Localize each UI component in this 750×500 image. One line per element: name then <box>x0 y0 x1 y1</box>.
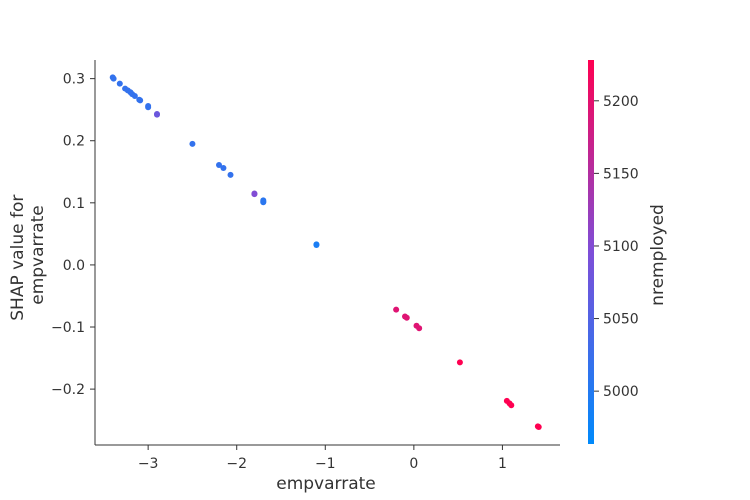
data-point <box>535 423 542 430</box>
x-tick-label: 0 <box>409 456 418 472</box>
colorbar: 5000 5050 5100 5150 5200 nremployed <box>588 60 668 444</box>
x-ticks: −3 −2 −1 0 1 <box>138 445 507 472</box>
x-axis-title: empvarrate <box>276 474 376 494</box>
y-axis-title-line-1: SHAP value for <box>8 195 28 321</box>
data-point <box>220 165 227 172</box>
data-point <box>116 80 123 87</box>
colorbar-tick-label: 5100 <box>603 239 639 255</box>
y-tick-label: 0.1 <box>63 196 85 212</box>
colorbar-tick-label: 5050 <box>603 312 639 328</box>
y-ticks: 0.3 0.2 0.1 0.0 −0.1 −0.2 <box>51 72 95 398</box>
colorbar-tick-label: 5150 <box>603 166 639 182</box>
data-point <box>260 198 267 205</box>
data-point <box>131 93 138 100</box>
colorbar-gradient <box>588 60 594 444</box>
data-point <box>508 402 515 409</box>
x-tick-label: −1 <box>315 456 336 472</box>
colorbar-tick-label: 5000 <box>603 384 639 400</box>
data-point <box>456 359 463 366</box>
data-point <box>145 104 152 111</box>
y-axis-title-line-2: empvarrate <box>28 205 48 305</box>
data-point <box>110 75 117 82</box>
axes <box>94 60 560 446</box>
data-point <box>189 140 196 147</box>
colorbar-ticks: 5000 5050 5100 5150 5200 <box>594 94 639 400</box>
x-tick-label: 1 <box>498 456 507 472</box>
data-point <box>393 306 400 313</box>
y-axis-title: SHAP value for empvarrate <box>8 189 48 320</box>
colorbar-title: nremployed <box>648 204 668 306</box>
data-point <box>416 325 423 332</box>
data-point <box>137 97 144 104</box>
y-tick-label: 0.3 <box>63 72 85 88</box>
data-point <box>154 111 160 118</box>
data-point <box>313 242 320 249</box>
data-point <box>403 314 410 321</box>
y-tick-label: 0.0 <box>63 258 85 274</box>
y-tick-label: −0.1 <box>51 320 85 336</box>
data-point <box>227 171 234 178</box>
data-point <box>251 190 258 197</box>
x-tick-label: −2 <box>226 456 247 472</box>
y-tick-label: −0.2 <box>51 382 85 398</box>
x-tick-label: −3 <box>138 456 159 472</box>
colorbar-tick-label: 5200 <box>603 94 639 110</box>
y-tick-label: 0.2 <box>63 134 85 150</box>
points-layer <box>109 74 542 430</box>
data-point <box>216 161 222 168</box>
